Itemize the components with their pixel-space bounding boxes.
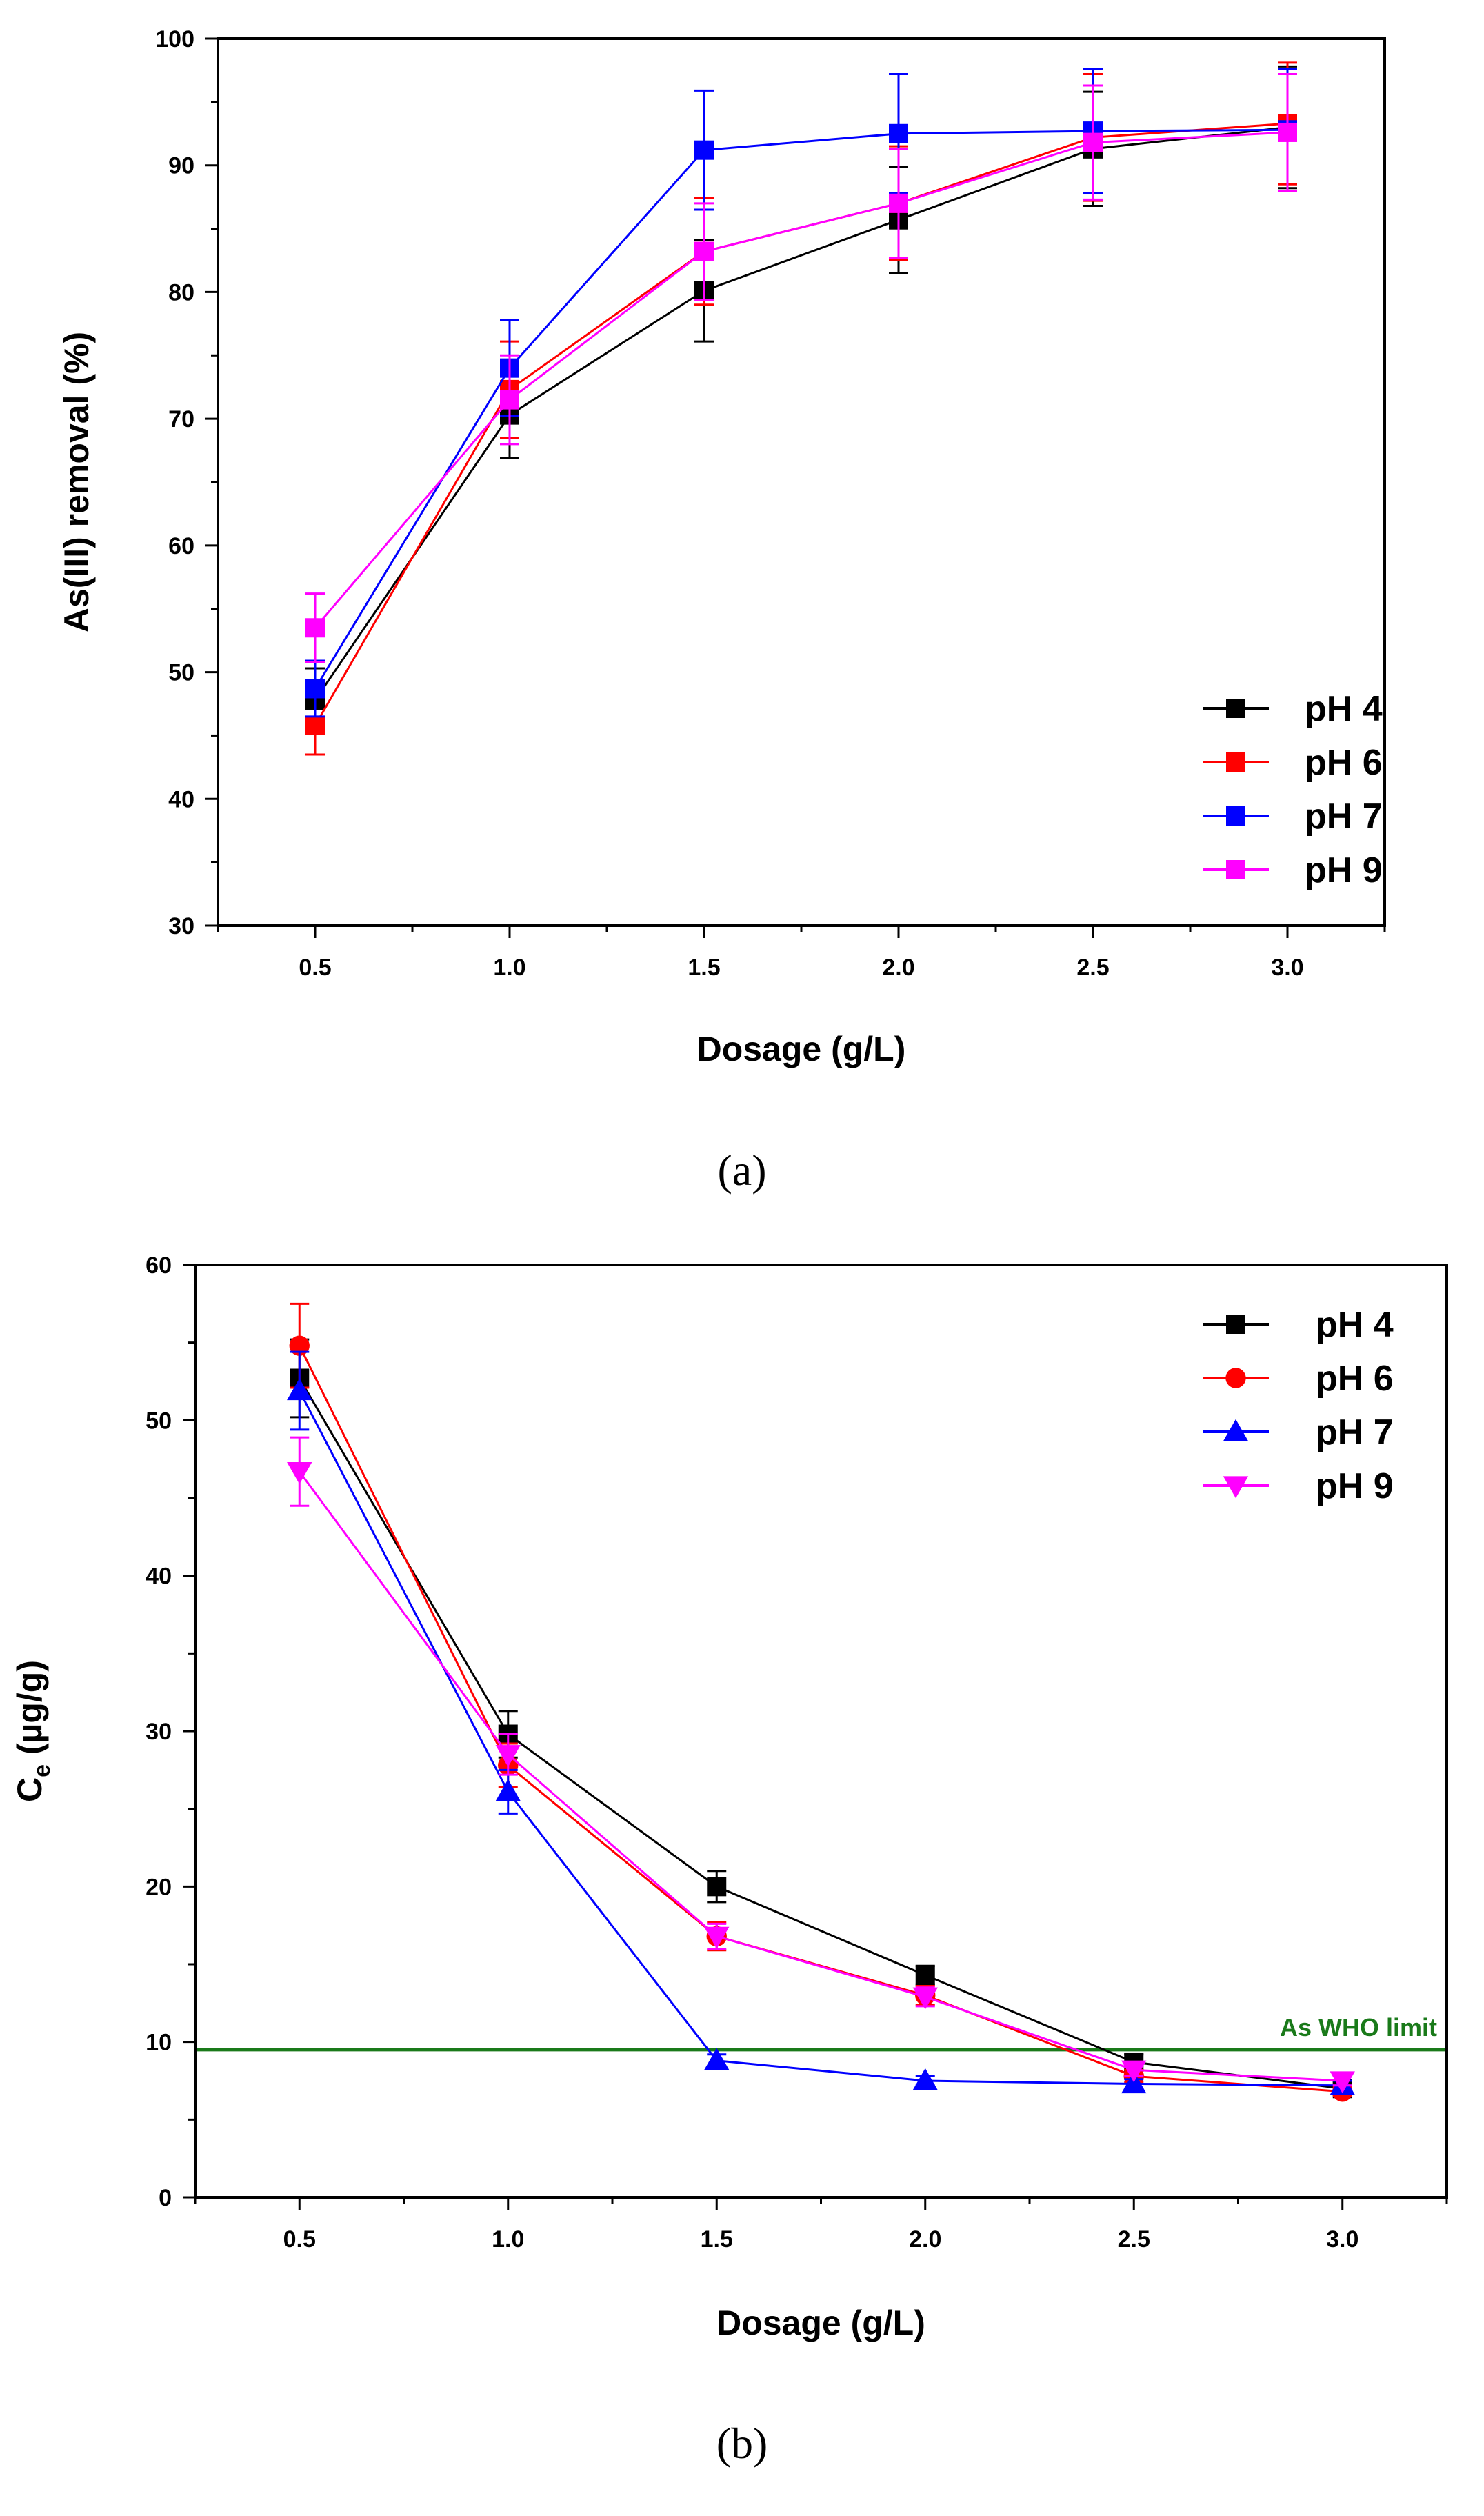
y-tick-label: 90 [168,153,194,179]
data-point [889,193,908,213]
chart-b-ticks: 0.5 1.0 1.5 2.0 2.5 3.0 0 10 20 30 40 50 60 [146,1252,1448,2253]
legend-label: pH 7 [1305,797,1383,837]
legend-marker [1226,860,1245,879]
x-tick-label: 2.0 [882,955,914,981]
panel-b-caption: (b) [716,2419,768,2468]
y-tick-label: 50 [168,660,194,686]
data-point [704,2048,730,2070]
series-line [314,126,1288,701]
data-point [889,123,908,143]
chart-b-y-axis-label: Ce (µg/g) [10,1660,55,1802]
chart-b-x-axis-label: Dosage (g/L) [716,2304,925,2342]
chart-a-y-axis-label: As(III) removal (%) [57,332,96,632]
y-tick-label: 30 [168,913,194,939]
x-tick-label: 1.5 [701,2226,733,2253]
data-point [694,140,714,160]
x-tick-label: 1.0 [492,2226,524,2253]
chart-b-legend: pH 4 pH 6 pH 7 pH 9 [1203,1305,1394,1506]
chart-a-marks [305,61,1297,756]
data-point [912,2068,938,2090]
legend-marker [1225,1368,1246,1388]
x-tick-label: 3.0 [1326,2226,1358,2253]
who-limit-label: As WHO limit [1280,2013,1437,2041]
data-point [1121,2060,1147,2083]
data-point [1330,2071,1355,2094]
y-label-subscript: e [29,1764,55,1777]
chart-a-x-axis-label: Dosage (g/L) [697,1030,906,1068]
y-tick-label: 10 [146,2030,172,2056]
x-tick-label: 1.0 [493,955,525,981]
data-point [305,715,325,735]
y-tick-label: 30 [146,1719,172,1745]
data-point [912,1987,938,2010]
y-tick-label: 40 [146,1564,172,1590]
y-tick-label: 20 [146,1874,172,1900]
y-label-units: (µg/g) [10,1660,49,1764]
x-tick-label: 0.5 [299,955,331,981]
legend-marker [1226,699,1245,718]
series-line [298,1377,1343,2090]
legend-label: pH 4 [1305,689,1383,729]
y-tick-label: 60 [168,533,194,559]
chart-b-plot-frame [194,1264,1448,2199]
y-tick-label: 100 [155,26,194,52]
series-line [314,128,1288,690]
data-point [289,1335,310,1356]
data-point [694,241,714,261]
legend-label: pH 9 [1305,850,1383,890]
y-tick-label: 70 [168,406,194,432]
series-line [298,1345,1343,2093]
y-tick-label: 40 [168,786,194,812]
data-point [495,1745,521,1767]
legend-label: pH 6 [1316,1359,1394,1399]
x-tick-label: 2.5 [1118,2226,1150,2253]
data-point [305,679,325,699]
series-line [299,1470,1343,2082]
data-point [707,1877,727,1897]
series-line [314,131,1288,629]
x-tick-label: 2.5 [1076,955,1109,981]
data-point [704,1926,730,1949]
y-tick-label: 60 [146,1252,172,1279]
x-tick-label: 1.5 [688,955,720,981]
legend-label: pH 9 [1316,1466,1394,1506]
data-point [495,1779,521,1801]
x-tick-label: 0.5 [283,2226,316,2253]
legend-marker [1226,1315,1245,1334]
legend-label: pH 4 [1316,1305,1394,1345]
chart-a-plot-frame [217,37,1386,927]
y-tick-label: 80 [168,279,194,306]
panel-a-caption: (a) [717,1146,766,1195]
legend-marker [1226,752,1245,772]
x-tick-label: 3.0 [1271,955,1303,981]
chart-panel-b: As WHO limit 0.5 1.0 1.5 2.0 2.5 3.0 0 10 20 30 40… [10,1252,1448,2468]
series-line [314,122,1288,726]
series-line [298,1390,1343,2087]
y-tick-label: 0 [159,2185,172,2211]
legend-label: pH 7 [1316,1412,1394,1452]
legend-marker [1223,1476,1249,1499]
chart-a-legend: pH 4 pH 6 pH 7 pH 9 [1203,689,1383,890]
legend-label: pH 6 [1305,743,1383,783]
y-label-main: C [10,1777,49,1802]
data-point [305,618,325,638]
data-point [287,1462,312,1484]
chart-panel-a: 0.5 1.0 1.5 2.0 2.5 3.0 30 40 50 60 70 80 90 100 Dosa… [57,26,1386,1195]
data-point [287,1378,312,1401]
y-tick-label: 50 [146,1408,172,1434]
chart-a-ticks: 0.5 1.0 1.5 2.0 2.5 3.0 30 40 50 60 70 80 90 100 [155,26,1386,981]
chart-b-marks [287,1302,1355,2102]
data-point [1278,122,1297,142]
data-point [1083,132,1103,152]
legend-marker [1226,806,1245,826]
legend-marker [1223,1419,1249,1441]
data-point [500,390,519,410]
x-tick-label: 2.0 [909,2226,941,2253]
data-point [915,1965,935,1985]
